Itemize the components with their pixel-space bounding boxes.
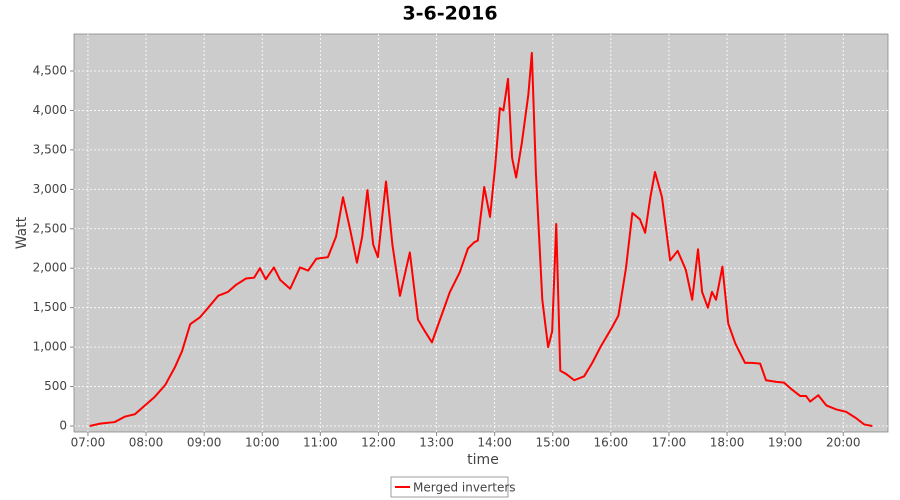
x-tick-label: 07:00 (71, 436, 106, 450)
y-tick-label: 2,000 (33, 261, 67, 275)
line (89, 51, 873, 427)
x-tick-label: 08:00 (129, 436, 164, 450)
y-tick-label: 0 (59, 419, 67, 433)
legend: Merged inverters (390, 476, 516, 498)
y-tick-label: 1,000 (33, 340, 67, 354)
x-tick-label: 11:00 (303, 436, 338, 450)
y-tick-label: 500 (44, 379, 67, 393)
y-tick-label: 1,500 (33, 300, 67, 314)
legend-label: Merged inverters (413, 481, 516, 495)
x-tick-label: 09:00 (187, 436, 222, 450)
y-tick-label: 3,000 (33, 182, 67, 196)
y-tick-label: 4,500 (33, 63, 67, 77)
x-tick-label: 20:00 (826, 436, 861, 450)
x-tick-label: 13:00 (419, 436, 454, 450)
x-tick-label: 15:00 (535, 436, 570, 450)
legend-box (390, 476, 509, 498)
chart-title: 3-6-2016 (402, 3, 497, 25)
y-tick-label: 3,500 (33, 142, 67, 156)
x-tick-label: 12:00 (361, 436, 396, 450)
x-tick-label: 19:00 (768, 436, 803, 450)
x-tick-label: 17:00 (652, 436, 687, 450)
y-axis-title: Watt (14, 216, 30, 249)
y-tick-label: 4,000 (33, 103, 67, 117)
x-tick-label: 16:00 (594, 436, 629, 450)
y-tick-label: 2,500 (33, 221, 67, 235)
x-tick-label: 18:00 (710, 436, 745, 450)
plot-area (73, 33, 889, 433)
x-tick-label: 14:00 (477, 436, 512, 450)
x-axis-title: time (467, 452, 499, 468)
x-tick-label: 10:00 (245, 436, 280, 450)
